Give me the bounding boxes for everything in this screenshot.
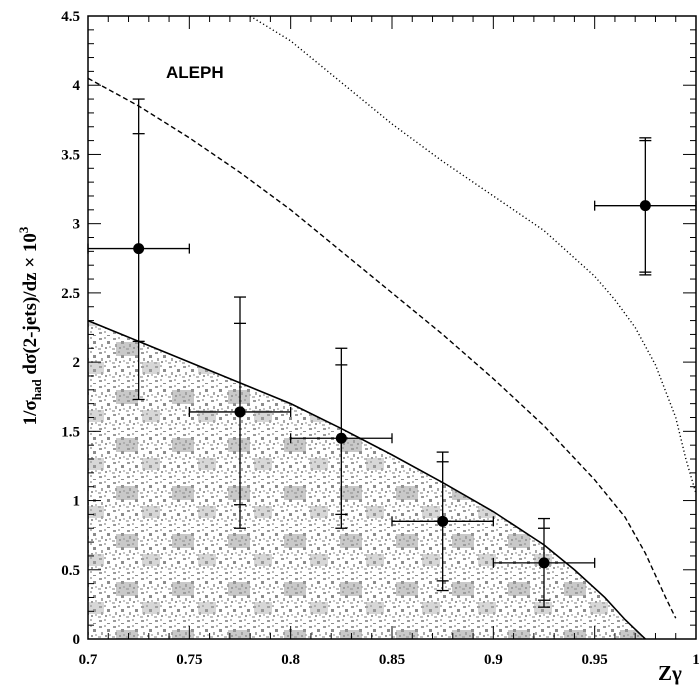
x-tick-label: 0.7 bbox=[79, 652, 98, 668]
data-marker bbox=[335, 432, 347, 444]
y-tick-label: 4 bbox=[73, 78, 81, 94]
y-tick-label: 4.5 bbox=[61, 9, 80, 25]
curve-dashed bbox=[88, 77, 677, 619]
y-tick-label: 0.5 bbox=[61, 563, 80, 579]
data-marker bbox=[437, 515, 449, 527]
data-marker bbox=[538, 557, 550, 569]
data-points bbox=[87, 98, 697, 608]
data-point-5 bbox=[492, 517, 596, 608]
data-point-1 bbox=[87, 98, 190, 401]
y-tick-label: 3.5 bbox=[61, 147, 80, 163]
x-tick-label: 1 bbox=[692, 652, 699, 668]
data-point-4 bbox=[391, 451, 494, 592]
data-point-6 bbox=[594, 137, 697, 276]
data-marker bbox=[234, 406, 246, 418]
y-tick-label: 3 bbox=[73, 217, 81, 233]
data-marker bbox=[133, 243, 145, 255]
y-tick-label: 0 bbox=[73, 632, 81, 648]
x-tick-label: 0.8 bbox=[281, 652, 300, 668]
shaded-area bbox=[88, 320, 646, 639]
data-point-3 bbox=[290, 347, 393, 529]
x-axis-title: Zγ bbox=[658, 661, 682, 685]
x-axis: 0.7 0.75 0.8 0.85 0.9 0.95 1 bbox=[79, 16, 699, 668]
y-axis: 0 0.5 1 1.5 2 2.5 3 3.5 4 4.5 bbox=[61, 9, 696, 648]
y-tick-label: 1 bbox=[73, 494, 81, 510]
y-tick-label: 2.5 bbox=[61, 286, 80, 302]
y-tick-label: 2 bbox=[73, 355, 81, 371]
y-tick-label: 1.5 bbox=[61, 424, 80, 440]
data-point-2 bbox=[188, 296, 292, 529]
y-axis-title-middle: dσ(2-jets)/dz × 10 bbox=[20, 233, 41, 379]
data-marker bbox=[639, 200, 651, 212]
shaded-region bbox=[88, 320, 646, 639]
theory-curves bbox=[88, 16, 696, 639]
experiment-label: ALEPH bbox=[166, 63, 224, 82]
y-axis-title: 1/σhad dσ(2-jets)/dz × 103 bbox=[16, 226, 44, 425]
x-tick-label: 0.85 bbox=[379, 652, 405, 668]
x-tick-label: 0.75 bbox=[176, 652, 202, 668]
x-tick-label: 0.9 bbox=[484, 652, 503, 668]
y-axis-title-prefix: 1/σ bbox=[20, 400, 41, 426]
y-axis-title-superscript: 3 bbox=[16, 226, 31, 233]
x-tick-label: 0.95 bbox=[582, 652, 608, 668]
curve-solid bbox=[88, 319, 646, 639]
y-axis-title-subscript: had bbox=[29, 379, 44, 401]
